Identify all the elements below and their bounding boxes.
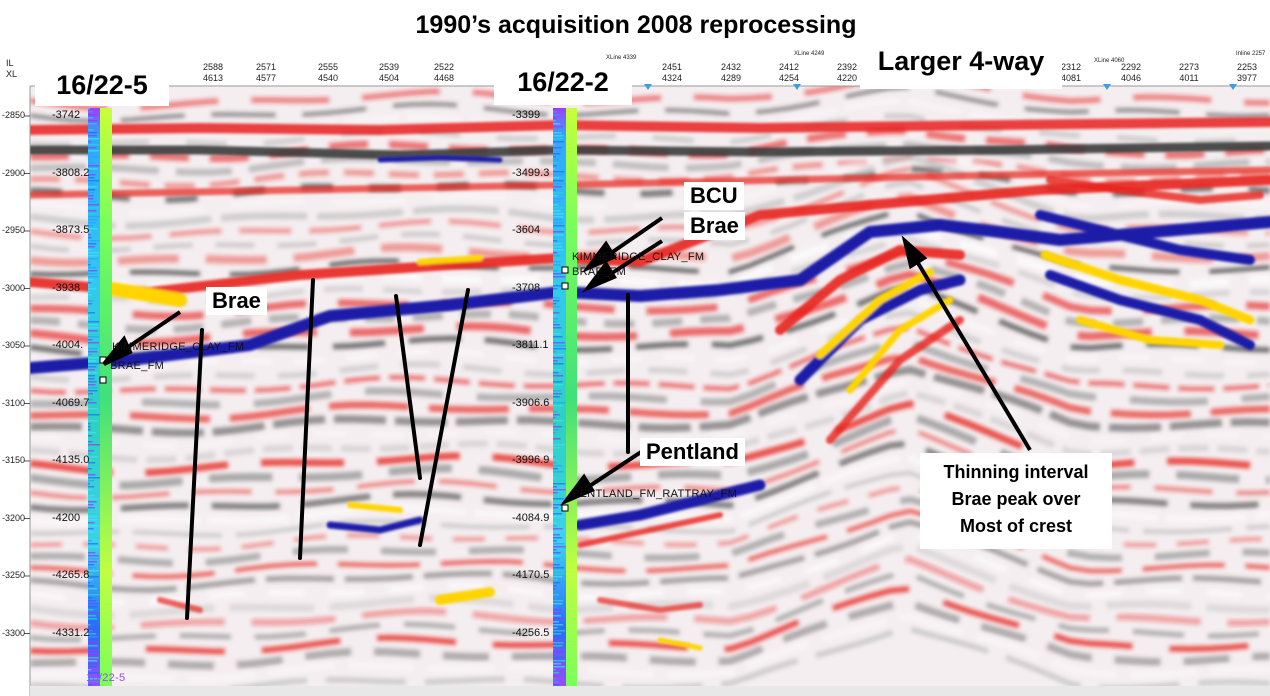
- well-depth-label: -3808.2: [52, 166, 90, 179]
- well-log-16-22-5: [88, 108, 112, 686]
- time-axis-ticks: [24, 115, 30, 634]
- well-depth-label: -4135.0: [52, 454, 90, 466]
- time-tick-label: -3200: [2, 512, 26, 523]
- axis-label-il: IL: [6, 58, 14, 68]
- well-depth-label: -4200: [52, 511, 81, 524]
- trace-header: 2451 4324: [661, 62, 683, 83]
- time-tick-label: -3000: [2, 282, 26, 293]
- well-footer-label: 16/22-5: [86, 672, 126, 684]
- fault-lines: [185, 278, 630, 620]
- brae-left-label: Brae: [206, 287, 267, 315]
- well-depth-label: -3399: [512, 109, 541, 121]
- well-log-16-22-2: [553, 108, 577, 686]
- trace-header: 2555 4540: [317, 62, 339, 83]
- well-depth-label: -4084.9: [512, 511, 550, 524]
- time-tick-label: -3100: [2, 397, 26, 408]
- well-name-16-22-5: 16/22-5: [35, 64, 169, 106]
- well-depth-label: -3996.9: [512, 454, 550, 466]
- bottom-strip: [30, 686, 1270, 696]
- trace-header: 2432 4289: [720, 62, 742, 83]
- well-depth-label: -4170.5: [512, 569, 550, 581]
- time-tick-label: -3250: [2, 570, 26, 580]
- trace-header: 2412 4254: [778, 62, 800, 83]
- trace-header: 2292 4046: [1120, 62, 1142, 83]
- time-axis-strip: [0, 86, 30, 696]
- well-depth-label: -4256.5: [512, 626, 550, 639]
- annotation-arrows: [102, 216, 1032, 506]
- time-tick-label: -3050: [2, 340, 26, 350]
- horizon-brae-right: BRAE_FM: [572, 266, 627, 278]
- horizon-brae-left: BRAE_FM: [110, 360, 165, 372]
- well-depth-label: -3811.1: [512, 339, 549, 351]
- thinning-line-2: Brae peak over: [951, 489, 1081, 509]
- trace-header: 2392 4220: [836, 62, 858, 83]
- horizon-kimmeridge-left: KIMMERIDGE_CLAY_FM: [112, 341, 245, 353]
- pentland-label: Pentland: [640, 438, 745, 466]
- fault-1: [185, 328, 204, 620]
- well-depth-label: -4004.: [52, 339, 84, 351]
- well-depth-label: -4331.2: [52, 626, 90, 639]
- well-depth-label: -3708: [512, 281, 541, 294]
- well-depth-label: -3938: [52, 281, 81, 294]
- header-note-xline-4339: XLine 4339: [606, 55, 637, 61]
- time-tick-label: -3300: [2, 627, 26, 638]
- larger-4-way-label: Larger 4-way: [860, 33, 1062, 89]
- arrow-thinning: [910, 251, 1032, 452]
- well-depth-label: -4265.8: [52, 569, 90, 581]
- header-note-inline-2257: Inline 2257: [1236, 51, 1266, 57]
- horizon-markers: [99, 266, 569, 512]
- header-note-xline-4060: XLine 4060: [1094, 58, 1125, 64]
- trace-header: 2571 4577: [255, 62, 277, 83]
- well-depth-label: -3873.5: [52, 224, 90, 236]
- thinning-line-3: Most of crest: [959, 516, 1073, 536]
- well-depth-label: -3499.3: [512, 166, 550, 179]
- brae-right-label: Brae: [684, 212, 745, 240]
- trace-header: 2273 4011: [1178, 62, 1200, 83]
- well-name-16-22-2: 16/22-2: [494, 59, 632, 105]
- xline-markers: [644, 84, 1237, 90]
- bcu-label: BCU: [684, 182, 744, 210]
- axis-label-xl: XL: [6, 69, 18, 79]
- thinning-line-1: Thinning interval: [943, 462, 1089, 482]
- trace-header: 2588 4613: [202, 62, 224, 83]
- fault-4: [418, 288, 470, 547]
- trace-header: 2253 3977: [1236, 62, 1258, 83]
- fault-3: [394, 294, 422, 480]
- trace-header: 2312 4081: [1060, 62, 1082, 83]
- trace-header: 2522 4468: [433, 62, 455, 83]
- trace-header: 2539 4504: [378, 62, 400, 83]
- time-tick-label: -2950: [2, 225, 26, 235]
- well-depth-label: -3906.6: [512, 396, 550, 409]
- well-depth-label: -4069.7: [52, 396, 90, 409]
- well-depth-label: -3742: [52, 109, 81, 121]
- horizon-kimmeridge-right: KIMMERIDGE_CLAY_FM: [572, 251, 705, 263]
- well-depth-label: -3604: [512, 224, 541, 236]
- time-tick-label: -2850: [2, 110, 26, 120]
- horizon-pentland: PENTLAND_FM_RATTRAY_FM: [572, 488, 738, 500]
- title-label: 1990’s acquisition 2008 reprocessing: [393, 0, 879, 50]
- thinning-interval-box: Thinning interval Brae peak over Most of…: [920, 453, 1112, 549]
- header-note-xline-4249: XLine 4249: [794, 51, 825, 57]
- time-tick-label: -3150: [2, 455, 26, 465]
- fault-2: [298, 278, 315, 560]
- time-tick-label: -2900: [2, 167, 26, 178]
